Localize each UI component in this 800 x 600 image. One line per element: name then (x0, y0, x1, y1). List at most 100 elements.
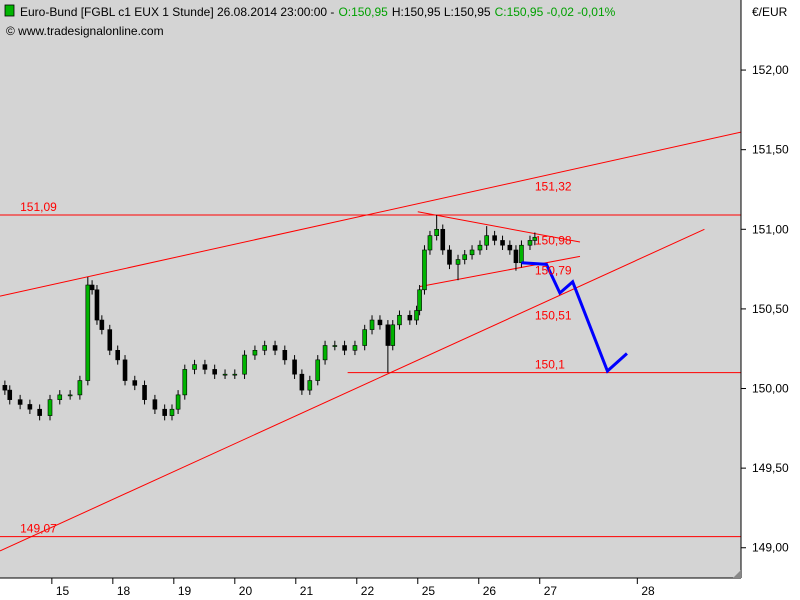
candle-body (27, 404, 33, 410)
candle-body (107, 329, 113, 351)
candle-body (385, 324, 391, 346)
candle-body (322, 345, 328, 361)
candle-body (500, 240, 505, 246)
x-tick-label: 18 (117, 584, 131, 598)
candle-body (315, 359, 321, 381)
candle-body (272, 345, 278, 351)
candle-body (242, 354, 247, 375)
candle-body (47, 399, 53, 416)
candle-body (17, 399, 23, 405)
title-part: H:150,95 L:150,95 (392, 5, 491, 19)
title-part: O:150,95 (338, 5, 388, 19)
candle-body (447, 249, 452, 265)
candle-body (462, 254, 468, 260)
candle-body (132, 380, 138, 386)
candle-body (427, 235, 433, 251)
candle-body (484, 235, 489, 246)
candle-body (212, 369, 217, 375)
trend-line (0, 228, 705, 552)
candle-body (477, 244, 483, 251)
level-label: 149,07 (20, 522, 57, 536)
candle-body (469, 249, 475, 256)
candle-body (292, 359, 297, 375)
candle-body (67, 394, 73, 397)
candle-body (507, 244, 513, 251)
candle-body (422, 249, 427, 291)
candle-body (57, 394, 63, 400)
y-tick-label: 150,00 (752, 382, 789, 396)
trend-label: 150,79 (535, 264, 572, 278)
candle-body (192, 364, 197, 370)
y-tick-label: 150,50 (752, 302, 789, 316)
level-label: 150,1 (535, 358, 565, 372)
candle-body (513, 249, 519, 264)
x-tick-label: 20 (239, 584, 253, 598)
candle-body (162, 408, 167, 416)
level-label: 151,09 (20, 200, 57, 214)
candle-body (262, 345, 267, 351)
candle-body (175, 394, 181, 410)
y-axis-label: €/EUR (752, 5, 788, 19)
x-tick-label: 19 (178, 584, 192, 598)
trend-label: 150,98 (535, 233, 572, 247)
candle-body (390, 324, 396, 346)
candle-body (492, 235, 497, 241)
x-tick-label: 22 (361, 584, 375, 598)
trend-line (0, 131, 741, 297)
candle-body (252, 350, 258, 356)
title-part: Euro-Bund [FGBL c1 EUX 1 Stunde] 26.08.2… (20, 5, 334, 19)
candle-body (152, 399, 158, 410)
candle-body (37, 408, 42, 416)
candle-body (397, 314, 402, 326)
y-tick-label: 149,00 (752, 541, 789, 555)
x-tick-label: 15 (56, 584, 70, 598)
y-tick-label: 151,00 (752, 222, 789, 236)
chart-title: Euro-Bund [FGBL c1 EUX 1 Stunde] 26.08.2… (20, 5, 616, 19)
y-tick-label: 149,50 (752, 461, 789, 475)
trend-line (419, 255, 581, 288)
candle-body (142, 385, 147, 400)
resize-grip (733, 570, 741, 578)
x-tick-label: 27 (544, 584, 558, 598)
candle-body (299, 373, 305, 391)
y-tick-label: 152,00 (752, 63, 789, 77)
candle-body (222, 373, 228, 376)
candle-body (434, 228, 439, 236)
x-tick-label: 28 (641, 584, 655, 598)
projection-line (521, 261, 628, 374)
trend-label: 150,51 (535, 308, 572, 322)
candle-body (282, 350, 288, 361)
candle-body (99, 319, 105, 330)
x-tick-label: 25 (422, 584, 436, 598)
candle-body (362, 329, 368, 346)
candle-body (342, 345, 347, 351)
subtitle: © www.tradesignalonline.com (6, 24, 164, 38)
candle-body (7, 389, 13, 400)
trend-label: 151,32 (535, 179, 572, 193)
candle-body (77, 380, 83, 396)
x-tick-label: 21 (300, 584, 314, 598)
title-part: C:150,95 -0,02 -0,01% (495, 5, 616, 19)
candle-body (182, 369, 188, 396)
candle-body (369, 319, 375, 330)
candle-body (532, 236, 538, 241)
candle-body (407, 314, 413, 321)
candle-body (202, 364, 208, 370)
candle-body (307, 380, 313, 391)
plot-area (0, 0, 741, 578)
candle-body (332, 345, 338, 347)
candle-body (169, 408, 175, 416)
candle-body (115, 350, 121, 361)
candle-body (414, 310, 419, 321)
candle-body (519, 244, 524, 264)
candle-body (455, 259, 461, 265)
trend-line (417, 211, 581, 243)
candle-body (122, 359, 128, 381)
plot-layer (0, 131, 741, 552)
candle-body (89, 284, 95, 291)
candle-body (352, 345, 358, 351)
x-tick-label: 26 (483, 584, 497, 598)
candle-body (232, 373, 238, 376)
